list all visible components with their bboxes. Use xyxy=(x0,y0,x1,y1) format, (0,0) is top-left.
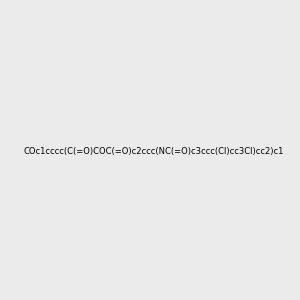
Text: COc1cccc(C(=O)COC(=O)c2ccc(NC(=O)c3ccc(Cl)cc3Cl)cc2)c1: COc1cccc(C(=O)COC(=O)c2ccc(NC(=O)c3ccc(C… xyxy=(24,147,284,156)
